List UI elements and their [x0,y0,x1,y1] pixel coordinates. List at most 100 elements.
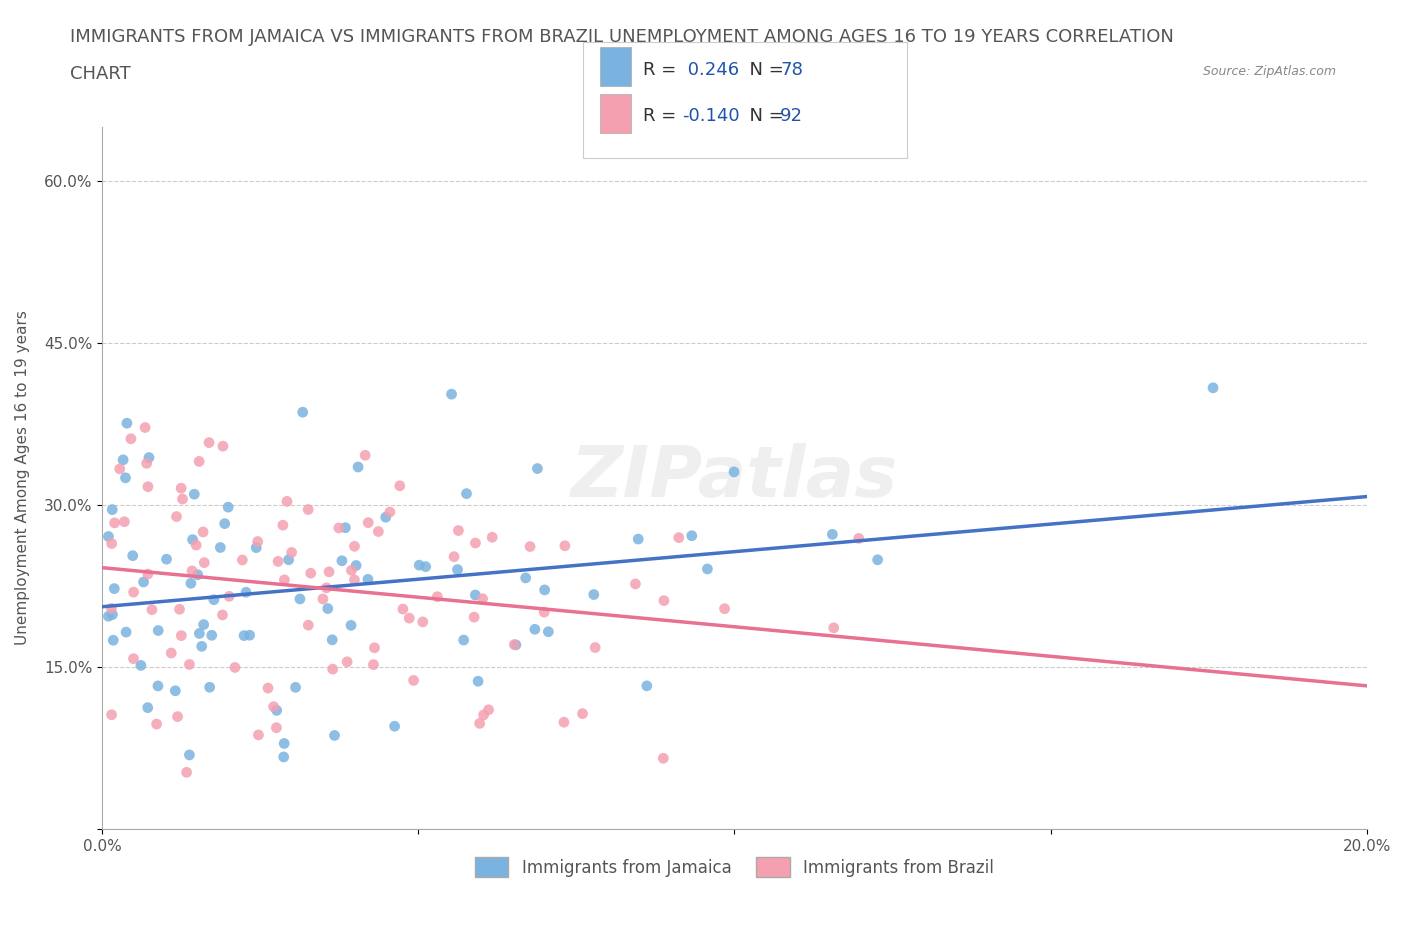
Point [217,499,239,514]
Point [218,589,240,604]
Point [446,562,468,577]
Point [464,588,486,603]
Point [323,728,346,743]
Point [176,764,198,779]
Point [312,591,335,606]
Point [160,645,183,660]
Point [848,531,870,546]
Point [336,655,359,670]
Point [172,492,194,507]
Point [343,573,366,588]
Point [132,575,155,590]
Point [412,615,434,630]
Point [183,486,205,501]
Point [554,538,576,553]
Point [100,601,122,616]
Point [273,750,295,764]
Point [477,702,499,717]
Point [402,673,425,688]
Point [245,540,267,555]
Point [463,610,485,625]
Text: ZIPatlas: ZIPatlas [571,444,898,512]
Point [515,570,537,585]
Point [211,607,233,622]
Text: 78: 78 [780,60,803,79]
Point [354,448,377,463]
Point [316,601,339,616]
Point [378,505,401,520]
Point [141,603,163,618]
Point [186,538,208,552]
Point [652,751,675,765]
Point [136,700,159,715]
Point [276,494,298,509]
Text: -0.140: -0.140 [682,107,740,126]
Point [155,551,177,566]
Point [440,387,463,402]
Point [335,520,357,535]
Point [299,565,322,580]
Point [652,593,675,608]
Point [363,641,385,656]
Point [138,450,160,465]
Point [266,720,288,735]
Point [456,486,478,501]
Point [453,632,475,647]
Point [328,521,350,536]
Point [505,637,527,652]
Point [170,628,193,643]
Point [188,626,211,641]
Point [415,559,437,574]
Point [190,639,212,654]
Point [357,572,380,587]
Point [201,628,224,643]
Point [129,658,152,673]
Point [198,680,221,695]
Point [821,527,844,542]
Point [627,532,650,547]
Point [624,577,647,591]
Point [288,591,311,606]
Point [367,525,389,539]
Point [233,628,256,643]
Point [134,420,156,435]
Point [363,658,385,672]
Point [471,591,494,606]
Point [668,530,690,545]
Point [553,715,575,730]
Point [267,554,290,569]
Point [247,727,270,742]
Point [398,611,420,626]
Point [188,454,211,469]
Point [101,502,124,517]
Point [321,632,343,647]
Point [266,703,288,718]
Point [181,532,204,547]
Point [374,510,396,525]
Point [481,530,503,545]
Point [392,602,415,617]
Point [318,565,340,579]
Point [169,602,191,617]
Text: IMMIGRANTS FROM JAMAICA VS IMMIGRANTS FROM BRAZIL UNEMPLOYMENT AMONG AGES 16 TO : IMMIGRANTS FROM JAMAICA VS IMMIGRANTS FR… [70,28,1174,46]
Point [202,592,225,607]
Point [108,461,131,476]
Point [191,525,214,539]
Point [447,523,470,538]
Point [114,471,136,485]
Point [533,604,555,619]
Point [340,618,363,632]
Point [209,540,232,555]
Point [112,514,135,529]
Point [315,580,337,595]
Point [443,550,465,565]
Point [388,478,411,493]
Point [136,566,159,581]
Text: 92: 92 [780,107,803,126]
Point [104,515,127,530]
Point [135,456,157,471]
Point [101,607,124,622]
Point [193,555,215,570]
Point [503,637,526,652]
Point [713,602,735,617]
